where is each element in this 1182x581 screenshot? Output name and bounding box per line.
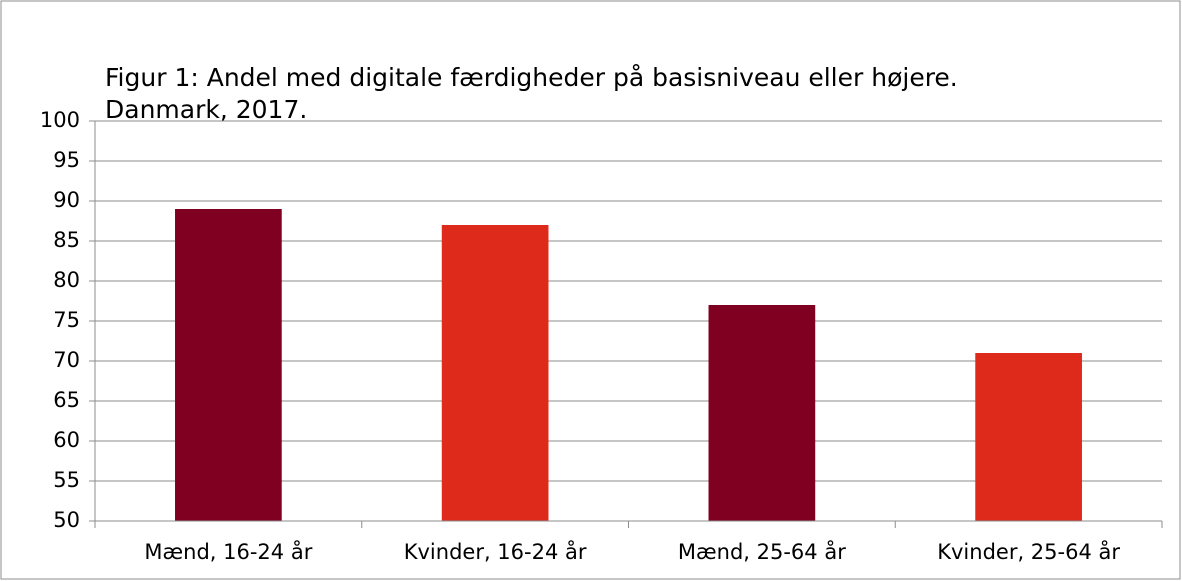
- y-tick-label: 50: [53, 508, 80, 532]
- bar: [441, 225, 549, 521]
- bar: [175, 209, 282, 521]
- x-tick-label: Mænd, 16-24 år: [144, 539, 312, 564]
- y-tick-label: 60: [53, 428, 80, 452]
- x-tick-label: Kvinder, 25-64 år: [937, 539, 1120, 564]
- y-tick-label: 95: [53, 148, 80, 172]
- y-tick-label: 65: [53, 388, 80, 412]
- y-tick-label: 90: [53, 188, 80, 212]
- chart-title: Figur 1: Andel med digitale færdigheder …: [105, 63, 958, 92]
- y-tick-label: 85: [53, 228, 80, 252]
- y-tick-label: 70: [53, 348, 80, 372]
- y-tick-label: 75: [53, 308, 80, 332]
- bar: [975, 353, 1082, 521]
- y-tick-label: 100: [40, 108, 80, 132]
- x-tick-label: Kvinder, 16-24 år: [404, 539, 587, 564]
- bar: [708, 305, 816, 521]
- y-tick-label: 55: [53, 468, 80, 492]
- y-tick-label: 80: [53, 268, 80, 292]
- chart-title: Danmark, 2017.: [105, 95, 307, 124]
- x-tick-label: Mænd, 25-64 år: [678, 539, 846, 564]
